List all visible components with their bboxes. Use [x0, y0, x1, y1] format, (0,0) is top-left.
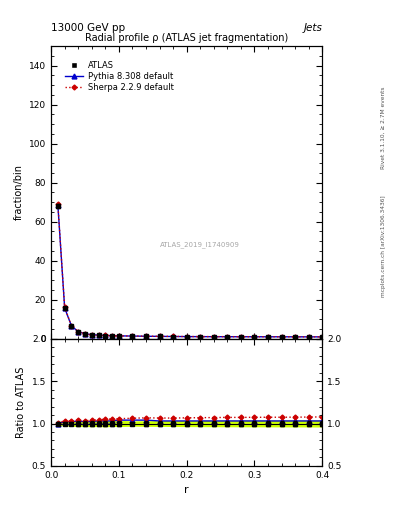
- Text: 13000 GeV pp: 13000 GeV pp: [51, 23, 125, 33]
- Text: Rivet 3.1.10, ≥ 2.7M events: Rivet 3.1.10, ≥ 2.7M events: [381, 87, 386, 169]
- Legend: ATLAS, Pythia 8.308 default, Sherpa 2.2.9 default: ATLAS, Pythia 8.308 default, Sherpa 2.2.…: [63, 59, 175, 94]
- Text: Jets: Jets: [303, 23, 322, 33]
- Text: ATLAS_2019_I1740909: ATLAS_2019_I1740909: [160, 242, 240, 248]
- Y-axis label: Ratio to ATLAS: Ratio to ATLAS: [16, 367, 26, 438]
- Title: Radial profile ρ (ATLAS jet fragmentation): Radial profile ρ (ATLAS jet fragmentatio…: [85, 33, 288, 42]
- X-axis label: r: r: [184, 485, 189, 495]
- Text: mcplots.cern.ch [arXiv:1306.3436]: mcplots.cern.ch [arXiv:1306.3436]: [381, 195, 386, 296]
- Y-axis label: fraction/bin: fraction/bin: [13, 164, 24, 220]
